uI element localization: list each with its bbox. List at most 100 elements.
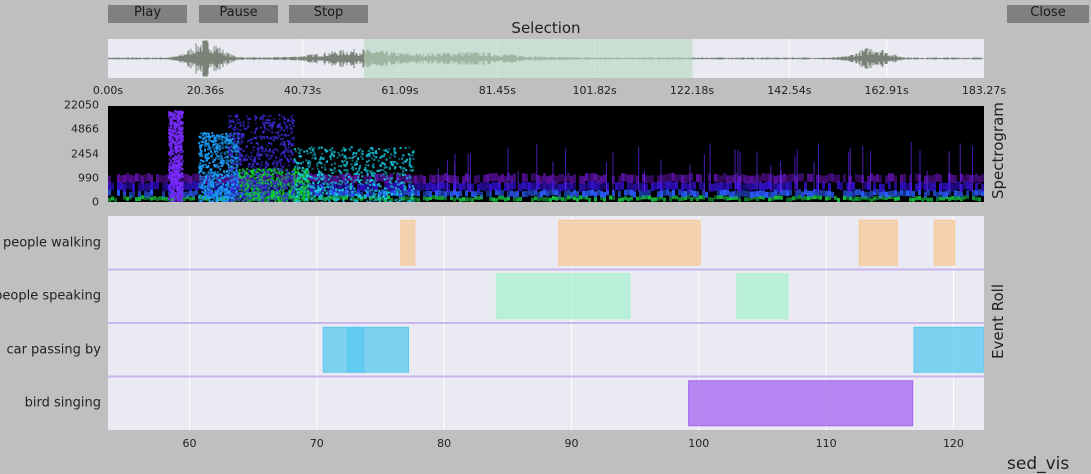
spectrogram-cell: [179, 165, 182, 168]
spectrogram-cell: [355, 162, 358, 165]
spectrogram-band: [315, 183, 318, 192]
spectrogram-band: [594, 182, 597, 191]
spectrogram-cell: [227, 135, 230, 138]
spectrogram-band: [117, 174, 120, 183]
spectrogram-cell: [173, 116, 176, 119]
spectrogram-band: [138, 182, 141, 191]
spectrogram-band: [966, 195, 969, 200]
spectrogram-cell: [178, 127, 181, 130]
spectrogram-band: [489, 196, 492, 201]
spectrogram-band: [672, 189, 675, 196]
spectrogram-cell: [333, 167, 336, 170]
spectrogram-cell: [281, 166, 284, 169]
spectrogram-cell: [225, 188, 228, 191]
spectrogram-cell: [231, 150, 234, 153]
spectrogram-band: [573, 196, 576, 201]
spectrogram-cell: [202, 172, 205, 175]
selection-region[interactable]: [364, 39, 694, 78]
spectrogram-band: [672, 181, 675, 190]
spectrogram-cell: [230, 153, 233, 156]
spectrogram-band: [189, 175, 192, 184]
spectrogram-cell: [235, 154, 238, 157]
spectrogram-band: [927, 189, 930, 196]
spectrogram-cell: [314, 153, 317, 156]
spectrogram-cell: [267, 129, 270, 132]
spectrogram-band: [435, 195, 438, 200]
spectrogram-cell: [230, 196, 233, 199]
spectrogram-band: [603, 181, 606, 190]
event-car-passing-by: [346, 326, 365, 373]
spectrogram-band: [816, 195, 819, 200]
spectrogram-cell: [224, 175, 226, 178]
spectrogram-cell: [323, 166, 326, 169]
spectrogram-band: [516, 191, 519, 198]
spectrogram-cell: [176, 135, 178, 138]
spectrogram-cell: [175, 116, 178, 119]
stop-button[interactable]: Stop: [289, 5, 368, 23]
spectrogram-cell: [168, 117, 171, 120]
spectrogram-cell: [218, 165, 221, 168]
spectrogram-band: [582, 175, 585, 184]
waveform-panel[interactable]: [108, 39, 984, 78]
spectrogram-cell: [241, 173, 244, 176]
spectrogram-cell: [253, 185, 256, 187]
spectrogram-cell: [212, 178, 215, 181]
spectrogram-cell: [179, 182, 182, 185]
pause-button[interactable]: Pause: [199, 5, 278, 23]
spectrogram-cell: [235, 179, 238, 182]
spectrogram-cell: [284, 198, 287, 201]
close-button[interactable]: Close: [1007, 5, 1089, 23]
spectrogram-cell: [281, 141, 283, 144]
spectrogram-band: [123, 174, 126, 183]
spectrogram-band: [636, 181, 639, 190]
spectrogram-cell: [209, 181, 212, 184]
spectrogram-cell: [236, 146, 239, 149]
spectrogram-cell: [223, 190, 226, 193]
spectrogram-cell: [368, 153, 371, 156]
spectrogram-cell: [174, 197, 177, 200]
spectrogram-band: [507, 191, 510, 198]
spectrogram-band: [750, 196, 753, 201]
spectrogram-cell: [311, 185, 314, 187]
spectrogram-cell: [264, 165, 267, 168]
spectrogram-cell: [264, 150, 267, 153]
spectrogram-cell: [360, 196, 363, 199]
spectrogram-cell: [235, 163, 238, 166]
spectrogram-cell: [388, 148, 391, 151]
spectrogram-cell: [319, 177, 322, 180]
spectrogram-cell: [276, 178, 279, 180]
spectrogram-cell: [385, 148, 388, 151]
spectrogram-cell: [408, 161, 411, 164]
spectrogram-band: [606, 189, 609, 196]
spectrogram-cell: [300, 173, 303, 176]
spectrogram-cell: [267, 119, 270, 122]
spectrogram-band: [117, 189, 120, 196]
play-button[interactable]: Play: [108, 5, 187, 23]
spectrogram-cell: [242, 185, 245, 188]
spectrogram-cell: [267, 201, 269, 202]
spectrogram-band: [753, 175, 756, 184]
spectrogram-cell: [286, 177, 289, 180]
spectrogram-band: [618, 197, 621, 202]
spectrogram-band: [825, 175, 828, 184]
spectrogram-cell: [236, 121, 239, 124]
spectrogram-band: [213, 181, 216, 190]
spectrogram-band: [546, 190, 549, 197]
spectrogram-band: [963, 195, 966, 200]
spectrogram-cell: [219, 192, 222, 195]
spectrogram-cell: [313, 146, 316, 149]
spectrogram-cell: [233, 194, 236, 197]
spectrogram-cell: [284, 146, 287, 149]
spectrogram-band: [507, 196, 510, 201]
spectrogram-cell: [275, 181, 278, 184]
spectrogram-cell: [175, 197, 178, 200]
spectrogram-band: [900, 181, 903, 190]
spectrogram-band: [138, 173, 141, 182]
spectrogram-cell: [296, 181, 299, 183]
spectrogram-cell: [216, 166, 219, 169]
spectrogram-cell: [230, 173, 233, 176]
spectrogram-cell: [354, 167, 357, 170]
spectrogram-cell: [235, 184, 238, 187]
spectrogram-cell: [310, 192, 313, 195]
spectrogram-cell: [242, 193, 245, 196]
